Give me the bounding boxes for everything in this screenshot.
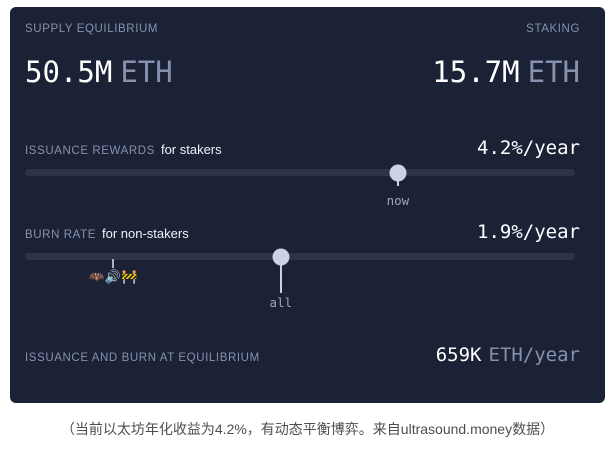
issuance-slider-thumb[interactable] [389, 164, 407, 181]
equilibrium-result-row: ISSUANCE AND BURN AT EQUILIBRIUM 659K ETH… [25, 344, 580, 366]
issuance-rewards-row: ISSUANCE REWARDS for stakers 4.2%/year [25, 137, 580, 159]
headline-values: 50.5M ETH 15.7M ETH [25, 55, 580, 89]
burn-rate-label: BURN RATE for non-stakers [25, 225, 189, 243]
burn-slider-thumb[interactable] [272, 248, 290, 265]
ultrasound-barrier-tick [112, 259, 114, 268]
staking-value: 15.7M ETH [432, 55, 580, 89]
chinese-caption: （当前以太坊年化收益为4.2%，有动态平衡博弈。来自ultrasound.mon… [60, 421, 555, 437]
supply-amount: 50.5M [25, 55, 113, 89]
now-marker-label: now [386, 193, 410, 208]
equilibrium-value: 659K ETH/year [436, 344, 580, 366]
burn-rate-slider[interactable]: 🦇🔊🚧 all [25, 248, 575, 310]
equilibrium-amount: 659K [435, 344, 482, 366]
staking-amount: 15.7M [432, 55, 520, 89]
all-marker-label: all [269, 295, 293, 310]
burn-rate-label-rest: for non-stakers [102, 226, 189, 241]
issuance-rewards-label: ISSUANCE REWARDS for stakers [25, 141, 222, 159]
burn-rate-label-caps: BURN RATE [25, 229, 96, 241]
supply-unit: ETH [120, 55, 173, 89]
widget-header: SUPPLY EQUILIBRIUM STAKING [25, 23, 580, 35]
burn-rate-row: BURN RATE for non-stakers 1.9%/year [25, 221, 580, 243]
supply-equilibrium-value: 50.5M ETH [25, 55, 173, 89]
bat-speaker-barrier-icon: 🦇🔊🚧 [88, 269, 138, 284]
staking-label: STAKING [526, 23, 580, 35]
issuance-rewards-value: 4.2%/year [477, 137, 580, 159]
burn-rate-value: 1.9%/year [477, 221, 580, 243]
issuance-rewards-slider[interactable]: now [25, 164, 575, 208]
equilibrium-unit: ETH/year [488, 344, 580, 366]
supply-equilibrium-widget: SUPPLY EQUILIBRIUM STAKING 50.5M ETH 15.7… [10, 7, 605, 403]
issuance-rewards-label-rest: for stakers [160, 142, 222, 157]
all-marker-line [279, 257, 282, 293]
issuance-rewards-label-caps: ISSUANCE REWARDS [25, 145, 155, 157]
staking-unit: ETH [527, 55, 580, 89]
equilibrium-label: ISSUANCE AND BURN AT EQUILIBRIUM [25, 352, 260, 364]
supply-equilibrium-label: SUPPLY EQUILIBRIUM [25, 23, 159, 35]
